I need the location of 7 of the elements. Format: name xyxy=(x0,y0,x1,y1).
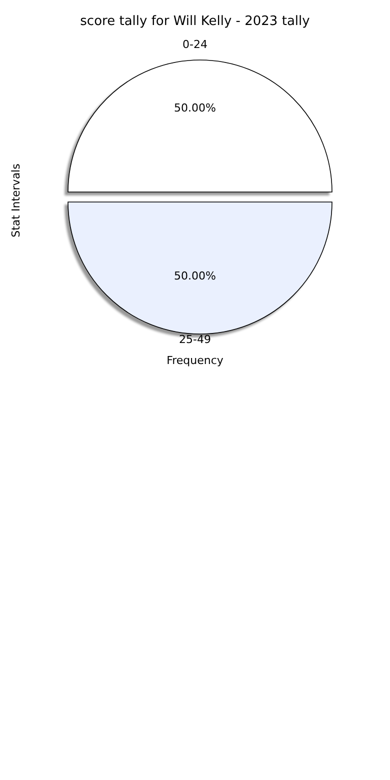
data-label: 50.00% xyxy=(174,101,216,114)
data-label: 50.00% xyxy=(174,270,216,283)
text: Stat Intervals xyxy=(10,162,22,240)
text: Frequency xyxy=(166,354,224,367)
slice-label: 0-24 xyxy=(182,38,208,51)
chart-title: score tally for Will Kelly - 2023 tally xyxy=(79,14,311,31)
slice-label: 25-49 xyxy=(179,333,211,346)
